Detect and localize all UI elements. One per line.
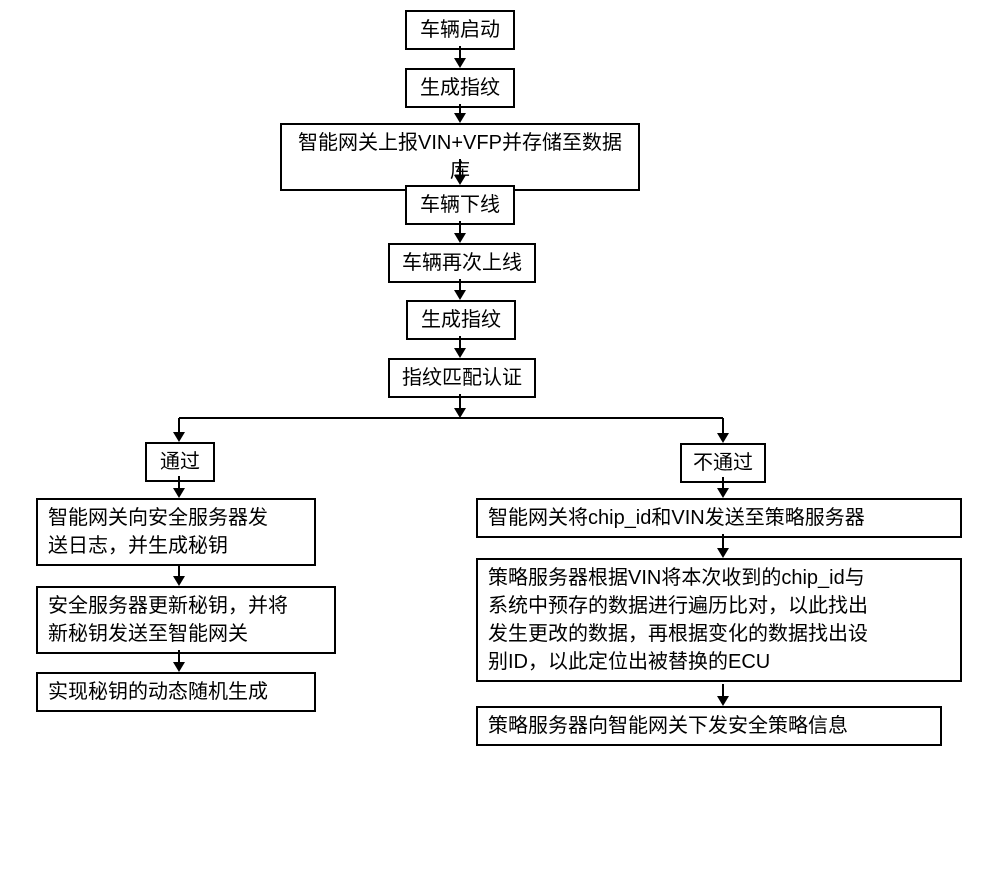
arrow-line [722,418,724,433]
arrow-head [717,488,729,498]
node-label: 车辆下线 [420,194,500,216]
node-label: 通过 [160,451,200,473]
arrow-line [459,46,461,58]
node-label: 生成指纹 [421,309,501,331]
node-label: 实现秘钥的动态随机生成 [48,681,268,703]
node-label: 策略服务器根据VIN将本次收到的chip_id与 系统中预存的数据进行遍历比对，… [488,567,868,673]
node-label: 智能网关将chip_id和VIN发送至策略服务器 [488,507,865,529]
arrow-head [454,58,466,68]
node-auth: 指纹匹配认证 [388,358,536,398]
branch-pass: 通过 [145,442,215,482]
node-label: 生成指纹 [420,77,500,99]
arrow-line [459,279,461,290]
arrow-line [178,476,180,488]
arrow-line [459,394,461,408]
node-online-again: 车辆再次上线 [388,243,536,283]
arrow-head [454,233,466,243]
node-label: 指纹匹配认证 [402,367,522,389]
arrow-head [173,576,185,586]
node-label: 车辆启动 [420,19,500,41]
node-l2: 安全服务器更新秘钥，并将 新秘钥发送至智能网关 [36,586,336,654]
node-fingerprint1: 生成指纹 [405,68,515,108]
arrow-head [717,548,729,558]
arrow-line [459,159,461,175]
node-label: 车辆再次上线 [402,252,522,274]
arrow-head [454,113,466,123]
node-label: 安全服务器更新秘钥，并将 新秘钥发送至智能网关 [48,595,288,645]
node-label: 不通过 [693,452,753,474]
arrow-head [173,488,185,498]
node-l3: 实现秘钥的动态随机生成 [36,672,316,712]
arrow-line [459,336,461,348]
arrow-line [722,534,724,548]
node-label: 策略服务器向智能网关下发安全策略信息 [488,715,848,737]
arrow-head [173,662,185,672]
arrow-head [454,348,466,358]
node-l1: 智能网关向安全服务器发 送日志，并生成秘钥 [36,498,316,566]
arrow-line [178,650,180,662]
arrow-head [454,175,466,185]
node-r3: 策略服务器向智能网关下发安全策略信息 [476,706,942,746]
arrow-line [459,104,461,113]
arrow-line [722,684,724,696]
arrow-line [459,221,461,233]
node-start: 车辆启动 [405,10,515,50]
node-r1: 智能网关将chip_id和VIN发送至策略服务器 [476,498,962,538]
node-offline: 车辆下线 [405,185,515,225]
arrow-head [173,432,185,442]
node-label: 智能网关向安全服务器发 送日志，并生成秘钥 [48,507,268,557]
arrow-line [722,477,724,488]
arrow-line [179,417,723,419]
arrow-line [178,418,180,432]
arrow-head [454,290,466,300]
node-fingerprint2: 生成指纹 [406,300,516,340]
arrow-head [717,433,729,443]
node-r2: 策略服务器根据VIN将本次收到的chip_id与 系统中预存的数据进行遍历比对，… [476,558,962,682]
arrow-head [717,696,729,706]
arrow-line [178,564,180,576]
